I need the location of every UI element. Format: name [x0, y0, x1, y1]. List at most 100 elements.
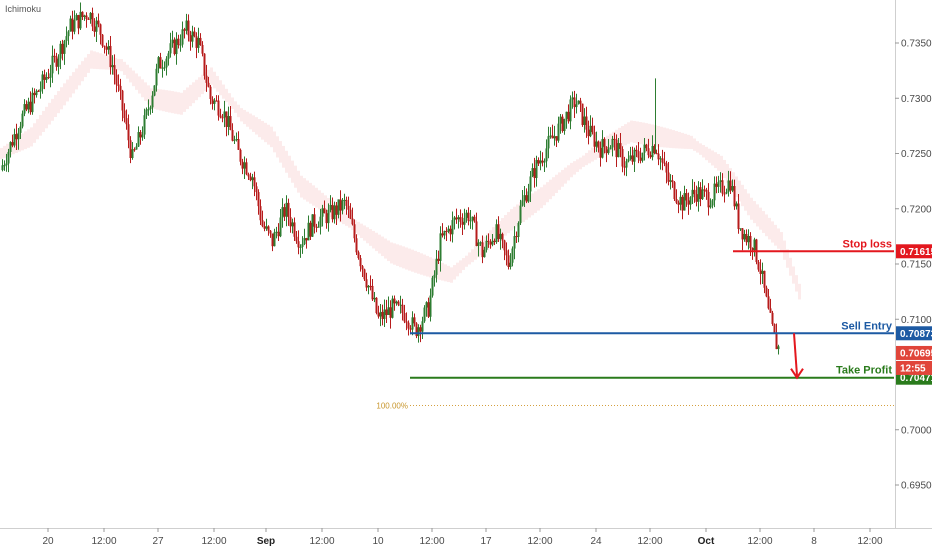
candle-body — [671, 180, 674, 183]
cloud-segment — [531, 193, 534, 216]
candle-body — [159, 57, 162, 69]
candle-body — [475, 221, 478, 247]
cloud-segment — [3, 145, 6, 158]
candle-body — [583, 116, 586, 125]
candle-body — [439, 233, 442, 261]
candle-body — [269, 230, 272, 234]
candle-body — [395, 301, 398, 304]
candle-body — [727, 180, 730, 192]
cloud-segment — [237, 104, 240, 118]
candle-body — [761, 270, 764, 274]
cloud-segment — [90, 50, 93, 69]
candle-body — [333, 205, 336, 220]
candle-body — [407, 322, 410, 329]
countdown-badge-text: 12:55 — [900, 363, 926, 374]
candle-body — [549, 135, 552, 137]
candle-body — [751, 248, 754, 251]
candle-body — [261, 220, 264, 227]
candle-body — [339, 199, 342, 211]
candle-body — [455, 217, 458, 220]
candle-body — [313, 214, 316, 227]
candle-body — [147, 109, 150, 111]
cloud-segment — [72, 72, 75, 94]
candle-body — [315, 226, 318, 228]
cloud-segment — [537, 189, 540, 211]
candle-body — [501, 233, 504, 241]
candle-body — [183, 29, 186, 31]
candle-body — [629, 155, 632, 160]
x-tick-label: 10 — [372, 536, 384, 547]
x-tick-label: 12:00 — [527, 536, 552, 547]
candle-body — [303, 238, 306, 245]
candle-body — [595, 141, 598, 147]
candle-body — [345, 199, 348, 206]
cloud-segment — [786, 249, 789, 268]
candle-body — [225, 111, 228, 127]
candle-body — [311, 214, 314, 237]
candle-body — [653, 145, 656, 154]
cloud-segment — [627, 122, 630, 144]
level-badge-text: 0.70471 — [900, 373, 932, 384]
cloud-segment — [621, 125, 624, 147]
candle-body — [519, 205, 522, 223]
candle-body — [459, 217, 462, 222]
candle-body — [65, 36, 68, 41]
candle-body — [245, 162, 248, 175]
x-tick-label: 12:00 — [419, 536, 444, 547]
x-tick-label: 12:00 — [91, 536, 116, 547]
candle-body — [75, 15, 78, 21]
cloud-segment — [420, 253, 423, 275]
candle-body — [451, 220, 454, 235]
cloud-segment — [657, 125, 660, 147]
cloud-segment — [693, 138, 696, 151]
cloud-segment — [780, 232, 783, 252]
cloud-segment — [387, 240, 390, 262]
cloud-segment — [51, 98, 54, 121]
candle-body — [383, 309, 386, 319]
cloud-segment — [219, 80, 222, 96]
candle-body — [217, 100, 220, 116]
cloud-segment — [429, 257, 432, 278]
cloud-segment — [132, 70, 135, 87]
cloud-segment — [675, 131, 678, 149]
candle-body — [643, 144, 646, 153]
candle-body — [153, 85, 156, 96]
candle-body — [489, 241, 492, 245]
cloud-segment — [360, 223, 363, 239]
candle-body — [341, 200, 344, 211]
candle-body — [557, 123, 560, 141]
cloud-segment — [702, 145, 705, 158]
candle-body — [207, 82, 210, 87]
cloud-segment — [66, 79, 69, 102]
cloud-segment — [708, 148, 711, 163]
candle-body — [67, 31, 70, 37]
candle-body — [201, 44, 204, 54]
candle-body — [287, 202, 290, 218]
candle-body — [173, 39, 176, 55]
candle-body — [399, 304, 402, 306]
candle-body — [415, 323, 418, 337]
candle-body — [175, 38, 178, 55]
candle-body — [111, 65, 114, 68]
cloud-segment — [645, 123, 648, 146]
candle-body — [25, 104, 28, 110]
candle-body — [493, 240, 496, 242]
x-tick-label: 24 — [590, 536, 602, 547]
candle-body — [571, 97, 574, 100]
down-arrow-head-icon — [790, 368, 804, 380]
candle-body — [707, 191, 710, 208]
candle-body — [511, 248, 514, 263]
candle-body — [499, 233, 502, 239]
cloud-segment — [630, 120, 633, 143]
cloud-segment — [489, 230, 492, 249]
countdown-badge — [896, 360, 932, 375]
candle-body — [17, 132, 20, 140]
candle-body — [129, 140, 132, 158]
candle-body — [219, 115, 222, 118]
candle-body — [617, 143, 620, 158]
cloud-segment — [783, 240, 786, 260]
x-tick-label: 12:00 — [201, 536, 226, 547]
cloud-segment — [12, 139, 15, 155]
candle-body — [295, 236, 298, 242]
